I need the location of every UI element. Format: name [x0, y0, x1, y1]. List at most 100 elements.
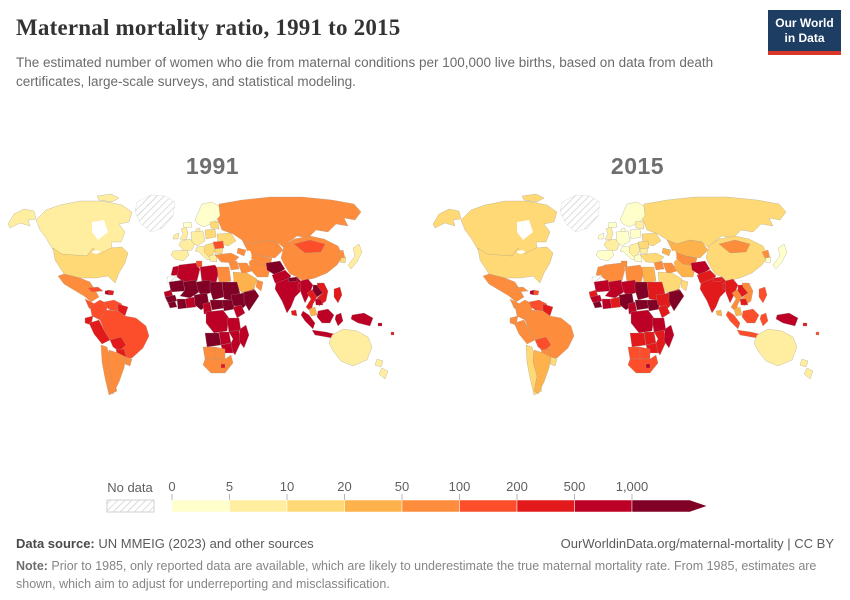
country-malaysia[interactable] [308, 306, 318, 317]
country-alaska[interactable] [7, 208, 37, 229]
country-syria[interactable] [228, 260, 240, 271]
country-nepal[interactable] [287, 276, 298, 283]
country-iberia[interactable] [170, 249, 190, 262]
country-philippines[interactable] [333, 286, 343, 304]
legend-bin-5[interactable] [459, 499, 518, 513]
country-borneo[interactable] [316, 308, 335, 324]
country-bolivia[interactable] [534, 336, 552, 352]
country-namibia[interactable] [627, 346, 641, 360]
country-centraleurope[interactable] [190, 230, 206, 247]
legend-bin-6[interactable] [516, 499, 575, 513]
country-uruguay[interactable] [124, 356, 133, 367]
country-sierraleone[interactable] [167, 300, 178, 309]
country-philippines[interactable] [758, 286, 768, 304]
country-france[interactable] [603, 238, 621, 252]
country-lesotho[interactable] [645, 363, 651, 369]
country-greenland[interactable] [134, 194, 176, 233]
country-zambia[interactable] [218, 331, 232, 346]
country-madagascar[interactable] [238, 324, 250, 349]
country-java[interactable] [736, 329, 760, 339]
country-india[interactable] [274, 276, 304, 314]
country-cambodia[interactable] [739, 298, 749, 306]
world-map-2015[interactable] [425, 190, 850, 470]
country-drc[interactable] [205, 309, 230, 334]
country-algeria[interactable] [176, 262, 201, 284]
country-kenya[interactable] [232, 304, 246, 319]
country-dominican[interactable] [108, 289, 115, 296]
country-sumatra[interactable] [300, 310, 316, 330]
country-bolivia[interactable] [109, 336, 127, 352]
country-argentina[interactable] [107, 349, 127, 395]
country-baltics[interactable] [209, 220, 220, 230]
country-mexico[interactable] [57, 273, 100, 303]
country-egypt[interactable] [216, 266, 232, 284]
country-centraleurope[interactable] [615, 230, 631, 247]
country-balkans[interactable] [203, 242, 216, 259]
country-poland[interactable] [629, 228, 642, 240]
country-iceland[interactable] [182, 221, 193, 229]
legend-bin-2[interactable] [286, 499, 345, 513]
country-haiti[interactable] [104, 289, 110, 296]
country-bulgaria[interactable] [639, 247, 649, 255]
country-drc[interactable] [630, 309, 655, 334]
country-romania[interactable] [212, 240, 225, 250]
legend-bin-4[interactable] [401, 499, 460, 513]
legend-bin-7[interactable] [574, 499, 633, 513]
country-iceland[interactable] [607, 221, 618, 229]
country-southafrica[interactable] [202, 354, 234, 374]
country-lesotho[interactable] [220, 363, 226, 369]
country-australia[interactable] [753, 328, 798, 367]
legend[interactable]: No data 0 5 10 20 50 100 200 500 1,000 [0, 476, 850, 518]
country-sierraleone[interactable] [592, 300, 603, 309]
country-chad[interactable] [209, 281, 225, 301]
country-tunisia[interactable] [620, 260, 628, 268]
country-japan[interactable] [772, 243, 788, 270]
country-dominican[interactable] [533, 289, 540, 296]
country-skorea[interactable] [339, 256, 347, 264]
country-ireland[interactable] [597, 232, 605, 240]
country-ireland[interactable] [172, 232, 180, 240]
country-botswana[interactable] [639, 346, 651, 360]
country-nepal[interactable] [712, 276, 723, 283]
country-cuba[interactable] [87, 286, 104, 293]
country-iberia[interactable] [595, 249, 615, 262]
country-solomon[interactable] [802, 322, 808, 327]
country-southafrica[interactable] [627, 354, 659, 374]
country-botswana[interactable] [214, 346, 226, 360]
country-romania[interactable] [637, 240, 650, 250]
country-russia[interactable] [216, 196, 362, 249]
country-baltics[interactable] [634, 220, 645, 230]
country-greenland[interactable] [559, 194, 601, 233]
country-alaska[interactable] [432, 208, 462, 229]
country-java[interactable] [311, 329, 335, 339]
country-namibia[interactable] [202, 346, 216, 360]
country-greece[interactable] [208, 253, 218, 263]
country-libya[interactable] [199, 264, 220, 284]
country-china[interactable] [705, 235, 769, 282]
country-zambia[interactable] [643, 331, 657, 346]
country-ghana[interactable] [609, 296, 622, 309]
country-oman[interactable] [680, 279, 689, 292]
legend-bin-3[interactable] [344, 499, 403, 513]
country-fiji[interactable] [815, 331, 820, 336]
country-nz[interactable] [799, 358, 814, 380]
country-brazil[interactable] [524, 309, 575, 359]
country-newguinea[interactable] [775, 312, 799, 327]
legend-bin-0[interactable] [171, 499, 230, 513]
country-japan[interactable] [347, 243, 363, 270]
country-mongolia[interactable] [718, 239, 751, 254]
country-france[interactable] [178, 238, 196, 252]
owid-logo[interactable]: Our World in Data [768, 10, 841, 55]
country-uk[interactable] [604, 226, 614, 241]
country-mauritania[interactable] [593, 279, 611, 293]
country-poland[interactable] [204, 228, 217, 240]
country-brazil[interactable] [99, 309, 150, 359]
country-chad[interactable] [634, 281, 650, 301]
country-malaysia[interactable] [733, 306, 743, 317]
country-fiji[interactable] [390, 331, 395, 336]
country-china[interactable] [280, 235, 344, 282]
country-angola[interactable] [629, 332, 647, 348]
country-australia[interactable] [328, 328, 373, 367]
country-solomon[interactable] [377, 322, 383, 327]
country-balkans[interactable] [628, 242, 641, 259]
